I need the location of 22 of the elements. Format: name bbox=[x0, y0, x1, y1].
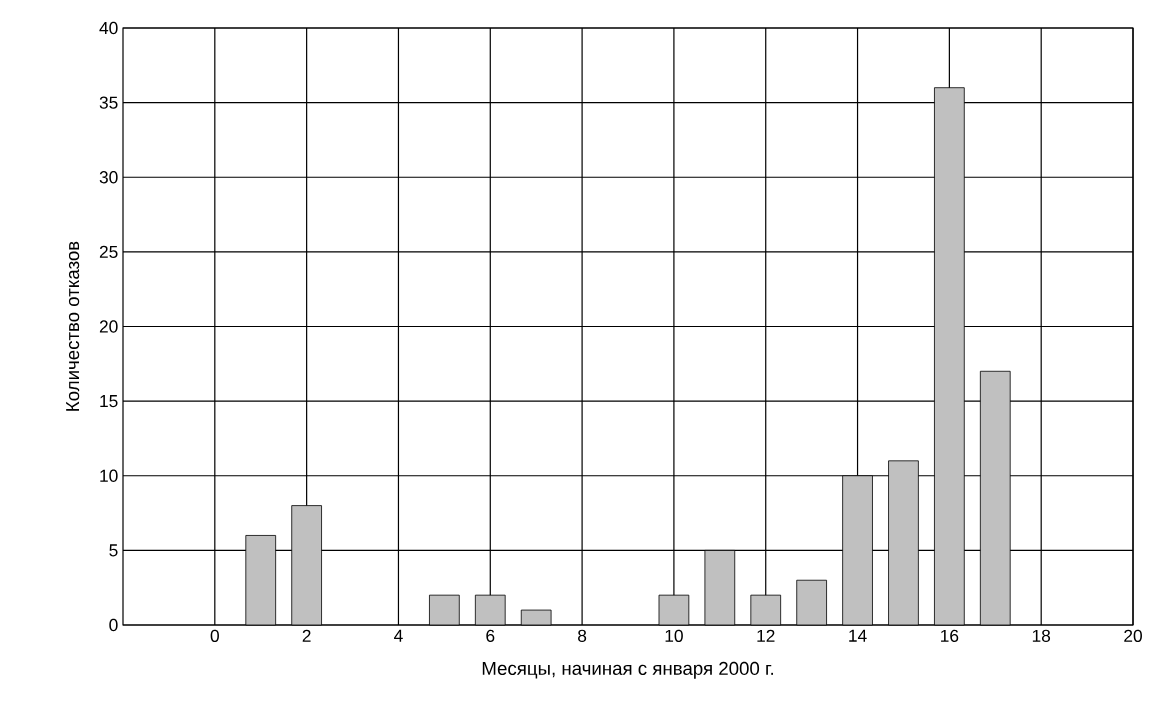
y-tick-label: 15 bbox=[100, 395, 118, 408]
y-tick-label: 35 bbox=[99, 96, 118, 109]
y-tick-label: 5 bbox=[109, 544, 118, 557]
x-axis-title: Месяцы, начиная с января 2000 г. bbox=[482, 661, 774, 679]
y-tick-label: 20 bbox=[99, 320, 118, 333]
x-tick-label: 4 bbox=[394, 629, 403, 642]
x-tick-label: 10 bbox=[665, 629, 683, 642]
y-tick-label: 10 bbox=[100, 469, 118, 482]
x-tick-label: 16 bbox=[941, 629, 959, 642]
y-tick-label: 0 bbox=[109, 618, 118, 632]
x-tick-label: 2 bbox=[302, 629, 311, 642]
y-tick-label: 40 bbox=[99, 21, 118, 35]
x-tick-label: 6 bbox=[486, 629, 495, 642]
y-axis-title: Количество отказов bbox=[66, 241, 80, 411]
x-tick-label: 20 bbox=[1124, 629, 1142, 642]
x-tick-label: 14 bbox=[849, 629, 867, 642]
x-tick-label: 18 bbox=[1032, 629, 1051, 642]
y-tick-label: 25 bbox=[99, 245, 118, 259]
x-tick-label: 8 bbox=[578, 629, 587, 642]
x-tick-label: 0 bbox=[210, 629, 219, 642]
y-tick-label: 30 bbox=[99, 171, 118, 184]
x-tick-label: 12 bbox=[757, 629, 775, 642]
